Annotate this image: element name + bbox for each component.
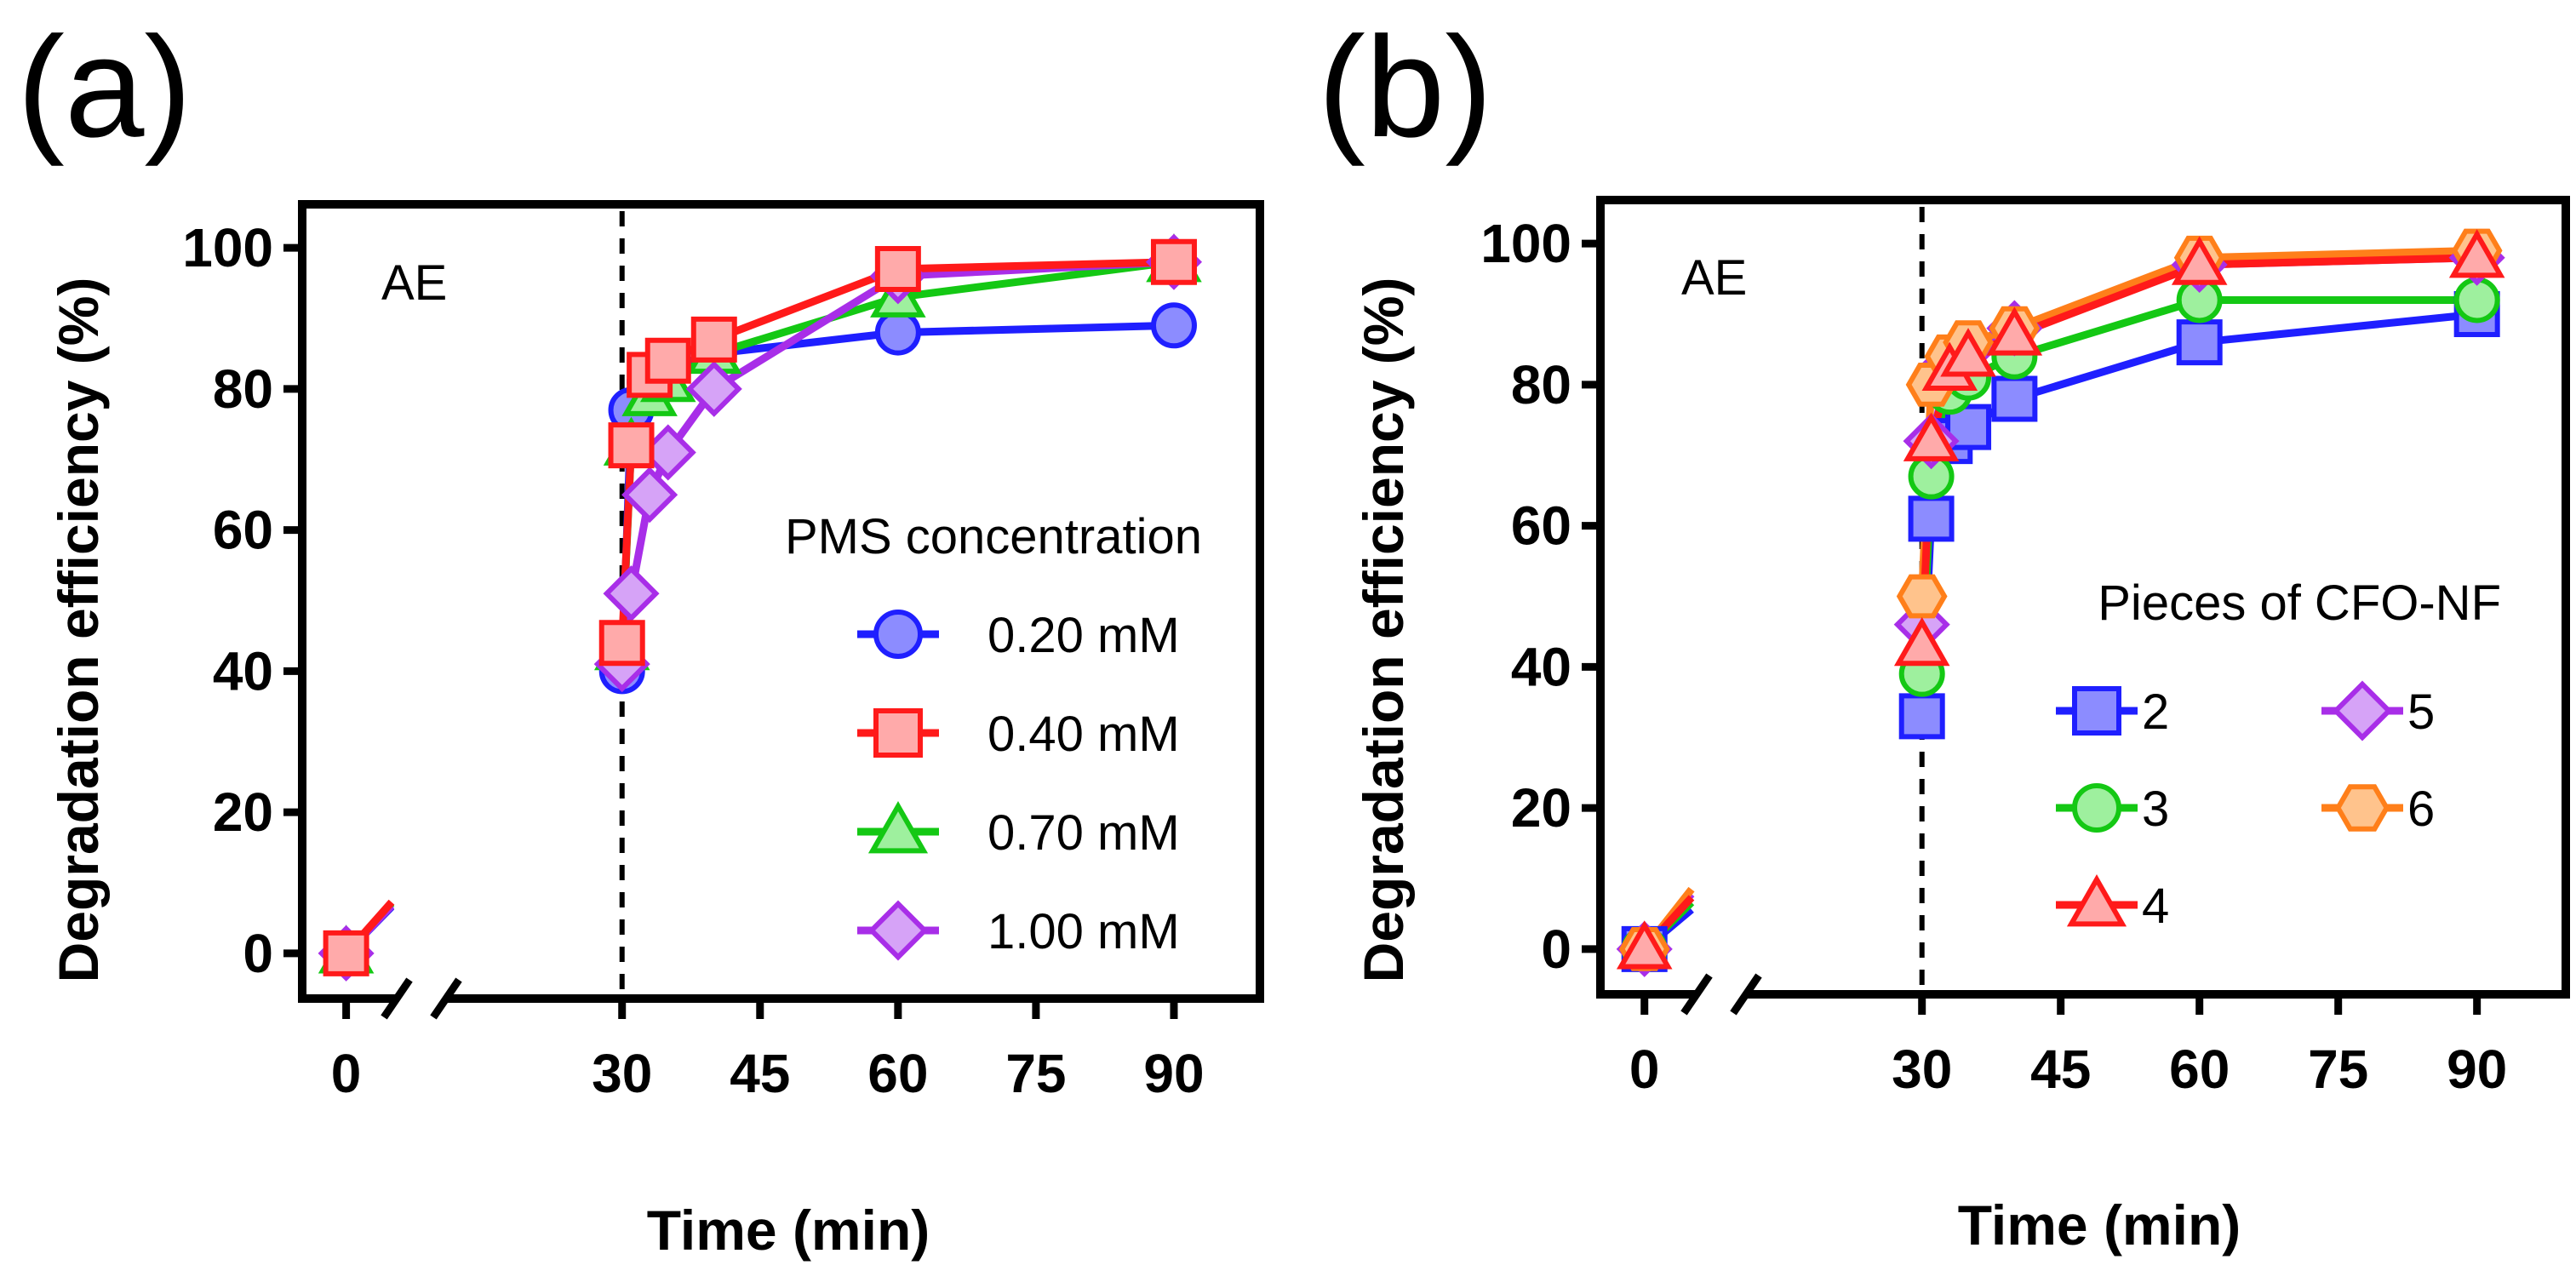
legend-label-3: 3 <box>2142 781 2169 837</box>
legend-label-1-00-mm: 1.00 mM <box>987 904 1180 959</box>
panel-b-y-tick-label: 40 <box>1511 636 1571 697</box>
data-point <box>1908 495 1955 542</box>
panel-b-x-axis-title: Time (min) <box>1958 1194 2241 1257</box>
legend-label-4: 4 <box>2142 879 2169 934</box>
legend-marker-0-40-mm <box>873 708 923 758</box>
data-point <box>1150 238 1197 285</box>
data-point <box>874 246 921 293</box>
data-point <box>1616 920 1673 970</box>
data-point <box>1903 412 1960 461</box>
panel-a-y-tick-label: 60 <box>213 500 273 561</box>
panel-b: (b) Degradation efficiency (%) Time (min… <box>1318 7 2570 1257</box>
panel-b-x-tick-label: 75 <box>2308 1039 2368 1100</box>
panel-b-x-tick-label: 90 <box>2447 1039 2507 1100</box>
panel-a: (a) Degradation efficiency (%) Time (min… <box>17 7 1264 1262</box>
markers-0-40-mm <box>323 238 1197 976</box>
panel-a-x-tick-label: 90 <box>1143 1043 1204 1104</box>
panel-b-y-tick-label: 100 <box>1480 213 1571 274</box>
data-point <box>608 422 655 469</box>
panel-a-ticks: 0 20 40 60 80 100 0 30 45 60 75 90 <box>182 217 1204 1104</box>
panel-b-annotation-ae: AE <box>1681 250 1747 306</box>
data-point <box>2448 229 2505 278</box>
panel-a-legend: PMS concentration 0.20 mM 0.40 mM 0.70 m… <box>785 509 1202 961</box>
panel-b-y-tick-label: 80 <box>1511 354 1571 415</box>
data-point <box>2171 236 2228 285</box>
panel-b-x-tick-label: 30 <box>1892 1039 1952 1100</box>
series-2 <box>1641 310 2478 953</box>
data-point <box>644 337 691 384</box>
legend-label-0-20-mm: 0.20 mM <box>987 608 1180 663</box>
legend-marker-0-20-mm <box>873 610 923 659</box>
panel-a-x-axis-title: Time (min) <box>647 1199 930 1262</box>
legend-marker-6 <box>2334 784 2390 832</box>
data-point <box>685 360 742 417</box>
data-point <box>1893 616 1950 667</box>
panel-b-legend-title: Pieces of CFO-NF <box>2098 575 2501 631</box>
panel-a-y-tick-label: 100 <box>182 217 273 278</box>
plot-frame <box>298 200 1264 1003</box>
panel-a-x-tick-label: 60 <box>867 1043 928 1104</box>
panel-a-label: (a) <box>17 7 192 167</box>
x-axis-break-mark <box>1680 973 1713 1016</box>
panel-b-y-tick-label: 60 <box>1511 495 1571 557</box>
x-axis-break-mark <box>1730 973 1762 1016</box>
panel-b-label: (b) <box>1318 7 1492 167</box>
data-point <box>2176 319 2223 366</box>
panel-a-y-axis-title: Degradation efficiency (%) <box>47 278 110 983</box>
panel-b-y-axis-title: Degradation efficiency (%) <box>1352 278 1415 983</box>
data-point <box>874 309 921 356</box>
data-point <box>1898 693 1945 740</box>
legend-marker-1-00-mm <box>867 900 929 961</box>
x-axis-break-mark <box>430 977 462 1020</box>
data-point <box>1991 375 2038 422</box>
data-point <box>1940 328 1996 377</box>
data-point <box>598 620 645 667</box>
legend-marker-0-70-mm <box>867 801 929 854</box>
x-axis-break-mark <box>381 977 413 1020</box>
panel-a-x-tick-label: 75 <box>1005 1043 1066 1104</box>
data-point <box>621 467 678 524</box>
legend-marker-5 <box>2332 680 2393 741</box>
panel-a-x-tick-label: 30 <box>592 1043 652 1104</box>
legend-label-0-40-mm: 0.40 mM <box>987 707 1180 762</box>
legend-marker-3 <box>2072 783 2121 833</box>
legend-label-2: 2 <box>2142 684 2169 740</box>
panel-a-y-tick-label: 20 <box>213 781 273 843</box>
panel-b-x-tick-label: 0 <box>1629 1039 1660 1100</box>
panel-a-x-tick-label: 45 <box>730 1043 790 1104</box>
panel-a-legend-title: PMS concentration <box>785 509 1202 564</box>
legend-marker-4 <box>2066 874 2127 927</box>
legend-marker-2 <box>2072 686 2121 736</box>
panel-a-y-tick-label: 40 <box>213 640 273 701</box>
data-point <box>1986 306 2043 356</box>
data-point <box>690 316 737 363</box>
panel-b-ticks: 0 20 40 60 80 100 0 30 45 60 75 90 <box>1480 213 2507 1100</box>
panel-a-x-tick-label: 0 <box>331 1043 362 1104</box>
data-point <box>1150 302 1197 349</box>
panel-b-legend: Pieces of CFO-NF 2 5 3 6 4 <box>2056 575 2501 934</box>
panel-b-x-tick-label: 45 <box>2030 1039 2091 1100</box>
data-point <box>323 930 369 976</box>
panel-b-y-tick-label: 0 <box>1541 919 1571 980</box>
x-axis-break-gap <box>396 992 445 1005</box>
panel-a-y-tick-label: 0 <box>243 923 273 984</box>
markers-4 <box>1616 229 2505 970</box>
legend-label-0-70-mm: 0.70 mM <box>987 805 1180 861</box>
data-point <box>603 565 660 622</box>
plot-frame <box>1596 196 2570 999</box>
x-axis-break-gap <box>1696 987 1745 1001</box>
panel-a-annotation-ae: AE <box>381 255 447 311</box>
panel-b-x-tick-label: 60 <box>2169 1039 2230 1100</box>
panel-a-y-tick-label: 80 <box>213 358 273 420</box>
legend-label-6: 6 <box>2407 781 2435 837</box>
panel-b-y-tick-label: 20 <box>1511 777 1571 839</box>
data-point <box>1896 574 1948 619</box>
panel-b-plot <box>1582 196 2570 1016</box>
legend-label-5: 5 <box>2407 684 2435 740</box>
panel-a-plot <box>283 200 1264 1020</box>
markers-2 <box>1621 291 2500 972</box>
